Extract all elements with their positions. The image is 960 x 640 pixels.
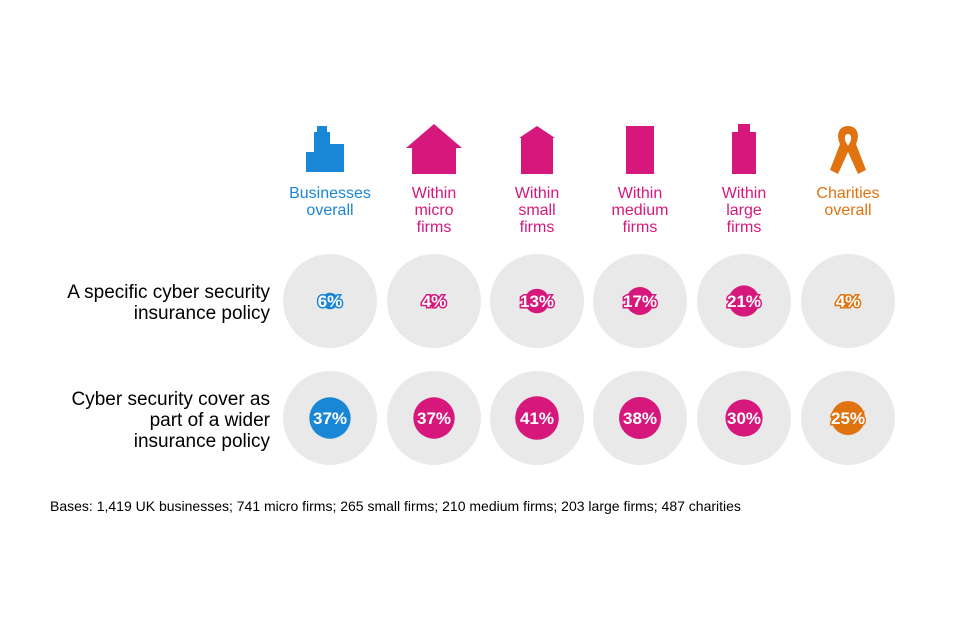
- data-point: 17%: [593, 254, 687, 348]
- value-label: 21%: [727, 292, 761, 311]
- data-point: 4%: [387, 254, 481, 348]
- value-label: 4%: [836, 292, 861, 311]
- value-circle: [321, 292, 339, 310]
- data-point: 21%: [697, 254, 791, 348]
- value-circle: [841, 294, 855, 308]
- row-label: A specific cyber security insurance poli…: [67, 282, 270, 324]
- value-label: 17%: [623, 292, 657, 311]
- column-label: Within medium firms: [611, 185, 669, 236]
- data-point: 41%: [490, 371, 584, 465]
- data-point: 37%: [387, 371, 481, 465]
- value-label: 37%: [313, 409, 347, 428]
- value-label: 4%: [422, 292, 447, 311]
- value-circle: [515, 396, 559, 440]
- value-circle: [626, 287, 654, 315]
- value-label: 25%: [831, 409, 865, 428]
- bases-footnote: Bases: 1,419 UK businesses; 741 micro fi…: [50, 498, 741, 514]
- value-circle: [413, 397, 455, 439]
- data-point: 30%: [697, 371, 791, 465]
- value-circle: [725, 399, 763, 437]
- value-circle: [309, 397, 351, 439]
- value-label: 38%: [623, 409, 657, 428]
- data-point: 25%: [801, 371, 895, 465]
- value-label: 13%: [520, 292, 554, 311]
- data-point: 38%: [593, 371, 687, 465]
- column-label: Businesses overall: [289, 185, 371, 219]
- value-circle: [619, 397, 661, 439]
- value-label: 30%: [727, 409, 761, 428]
- data-point: 37%: [283, 371, 377, 465]
- value-label: 41%: [520, 409, 554, 428]
- column-label: Within small firms: [514, 185, 560, 236]
- data-point: 4%: [801, 254, 895, 348]
- column-label: Charities overall: [816, 185, 880, 219]
- value-label: 37%: [417, 409, 451, 428]
- row-label: Cyber security cover as part of a wider …: [71, 389, 270, 452]
- value-circle: [427, 294, 441, 308]
- data-point: 6%: [283, 254, 377, 348]
- data-point: 13%: [490, 254, 584, 348]
- value-circle: [831, 401, 865, 435]
- value-circle: [728, 285, 760, 317]
- value-label: 6%: [318, 292, 343, 311]
- value-circle: [524, 288, 550, 314]
- column-label: Within micro firms: [411, 185, 457, 236]
- column-label: Within large firms: [721, 185, 767, 236]
